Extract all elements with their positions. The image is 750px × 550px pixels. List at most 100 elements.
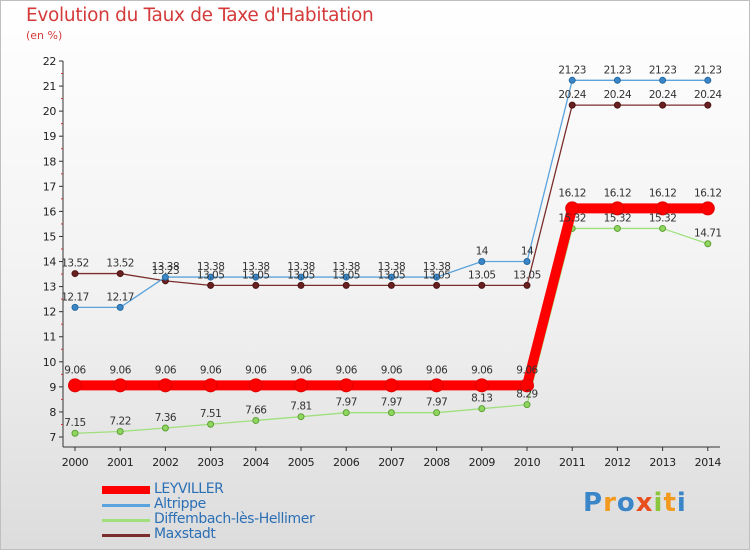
data-point-altrippe (342, 273, 350, 281)
data-point-maxstadt (568, 101, 576, 109)
data-label-altrippe: 21.23 (604, 64, 632, 76)
data-label-maxstadt: 20.24 (604, 89, 632, 101)
y-tick-label: 14 (43, 256, 57, 269)
data-point-altrippe (433, 273, 441, 281)
data-label-maxstadt: 13.05 (378, 269, 406, 281)
data-point-maxstadt (116, 270, 124, 278)
data-label-leyviller: 16.12 (694, 187, 722, 199)
data-label-leyviller: 16.12 (604, 187, 632, 199)
x-tick-label: 2000 (62, 456, 89, 469)
data-point-altrippe (207, 273, 215, 281)
y-tick-label: 16 (43, 205, 57, 218)
data-label-diffembach: 8.13 (471, 393, 492, 405)
logo-letter: r (603, 488, 617, 518)
data-point-maxstadt (478, 281, 486, 289)
x-tick-label: 2014 (695, 456, 722, 469)
y-tick-label: 21 (43, 80, 56, 93)
data-label-leyviller: 9.06 (64, 364, 86, 376)
data-point-altrippe (297, 273, 305, 281)
data-label-leyviller: 16.12 (558, 187, 586, 199)
data-point-diffembach (342, 409, 350, 417)
data-label-maxstadt: 13.05 (197, 269, 225, 281)
data-label-diffembach: 7.36 (155, 412, 177, 424)
data-point-diffembach (704, 240, 712, 248)
data-point-diffembach (387, 409, 395, 417)
data-label-maxstadt: 13.52 (106, 258, 134, 270)
data-label-leyviller: 9.06 (336, 364, 358, 376)
x-tick-label: 2004 (243, 456, 270, 469)
legend-swatch-leyviller (102, 486, 150, 494)
data-label-altrippe: 13.38 (332, 261, 360, 273)
y-tick-label: 22 (43, 55, 56, 68)
data-label-maxstadt: 13.05 (242, 269, 270, 281)
data-label-maxstadt: 13.52 (61, 258, 89, 270)
data-point-diffembach (478, 405, 486, 413)
data-point-maxstadt (523, 281, 531, 289)
data-label-diffembach: 7.97 (381, 397, 402, 409)
data-point-maxstadt (252, 281, 260, 289)
data-point-diffembach (161, 424, 169, 432)
logo-letter: P (583, 488, 604, 518)
legend-swatch-altrippe (102, 504, 150, 507)
data-point-leyviller (203, 378, 218, 393)
data-label-maxstadt: 13.05 (468, 269, 496, 281)
data-point-diffembach (252, 416, 260, 424)
data-point-leyviller (429, 378, 444, 393)
data-label-diffembach: 14.71 (694, 228, 722, 240)
data-label-maxstadt: 20.24 (558, 89, 586, 101)
line-chart: 7 8 9 10 11 12 13 14 15 16 17 18 19 20 21 22 2000 2001 200… (43, 55, 723, 469)
x-tick-label: 2007 (378, 456, 405, 469)
logo-letter: i (676, 488, 687, 518)
data-point-altrippe (704, 76, 712, 84)
data-label-diffembach: 7.22 (110, 415, 131, 427)
data-point-leyviller (474, 378, 489, 393)
x-tick-label: 2002 (152, 456, 178, 469)
legend-label-altrippe: Altrippe (154, 496, 206, 512)
data-label-maxstadt: 13.05 (332, 269, 360, 281)
data-label-maxstadt: 13.05 (287, 269, 315, 281)
data-label-leyviller: 9.06 (245, 364, 267, 376)
x-tick-label: 2003 (197, 456, 224, 469)
data-label-leyviller: 9.06 (290, 364, 312, 376)
legend-label-leyviller: LEYVILLER (154, 481, 224, 497)
data-point-maxstadt (207, 281, 215, 289)
data-point-leyviller (294, 378, 308, 393)
chart-title: Evolution du Taux de Taxe d'Habitation (26, 5, 374, 26)
x-tick-label: 2009 (469, 456, 496, 469)
chart-subtitle: (en %) (26, 29, 63, 42)
data-label-diffembach: 15.32 (604, 212, 632, 224)
data-label-altrippe: 21.23 (694, 64, 722, 76)
data-point-diffembach (659, 224, 667, 232)
data-point-diffembach (523, 401, 531, 409)
data-point-leyviller (384, 378, 399, 393)
data-point-diffembach (297, 413, 305, 421)
data-point-maxstadt (387, 281, 395, 289)
y-tick-label: 10 (43, 356, 57, 369)
data-label-altrippe: 13.38 (242, 261, 270, 273)
y-tick-label: 15 (43, 230, 57, 243)
x-tick-label: 2011 (559, 456, 585, 469)
data-label-leyviller: 9.06 (200, 364, 222, 376)
data-point-diffembach (433, 409, 441, 417)
data-label-altrippe: 13.38 (287, 261, 315, 273)
legend-swatch-diffembach (102, 519, 150, 522)
data-point-altrippe (252, 273, 260, 281)
data-point-maxstadt (659, 101, 667, 109)
x-tick-label: 2012 (604, 456, 630, 469)
y-tick-label: 7 (49, 431, 56, 444)
data-point-leyviller (68, 378, 82, 393)
y-tick-label: 12 (43, 306, 56, 319)
y-tick-label: 13 (43, 281, 57, 294)
data-point-altrippe (478, 258, 486, 266)
data-label-diffembach: 15.32 (649, 212, 677, 224)
data-label-altrippe: 13.38 (152, 261, 180, 273)
y-tick-label: 20 (43, 105, 57, 118)
data-label-diffembach: 7.97 (336, 397, 357, 409)
logo-letter: x (635, 488, 654, 518)
data-label-altrippe: 13.38 (423, 261, 451, 273)
data-point-maxstadt (71, 270, 79, 278)
x-tick-label: 2010 (514, 456, 541, 469)
data-point-leyviller (113, 378, 128, 393)
data-point-leyviller (655, 201, 670, 216)
logo-letter: t (663, 488, 677, 518)
